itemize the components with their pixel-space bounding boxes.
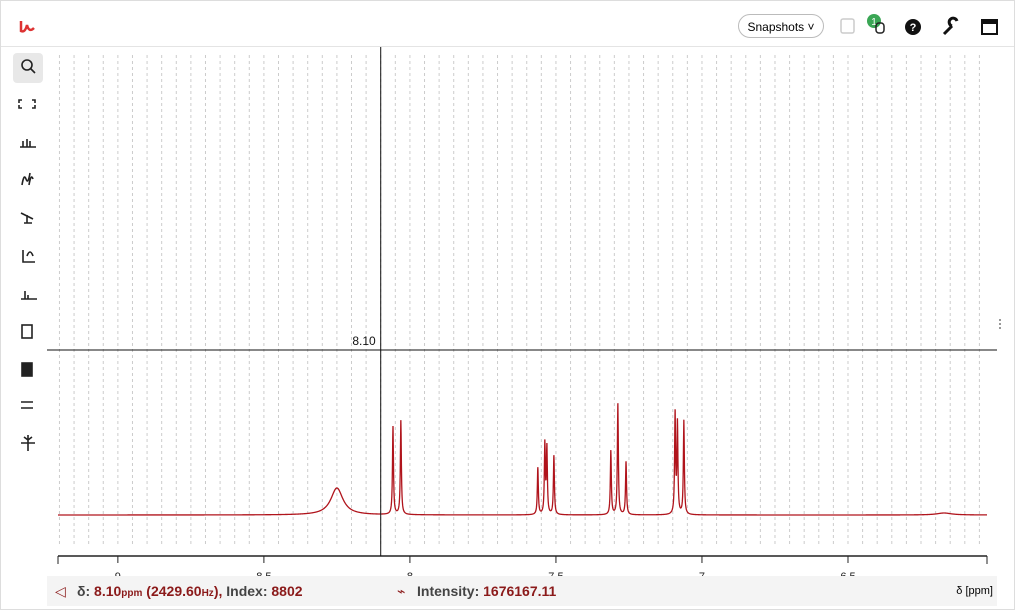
x-tick-label: 8 (407, 571, 413, 576)
x-tick-label: 7.5 (548, 571, 563, 576)
x-tick-label: 6.5 (840, 571, 855, 576)
range-tool[interactable] (21, 401, 33, 409)
logo (19, 21, 35, 33)
position-value: 8802 (271, 583, 303, 599)
position-unit: Hz (201, 588, 214, 599)
zoom-tool[interactable] (21, 59, 33, 71)
settings-icon[interactable] (942, 16, 959, 36)
spectrum-chart: 9 8.5 8 7.5 7 6.5 8.10 (47, 47, 997, 576)
window-bar (982, 20, 997, 24)
position-value: ), (213, 583, 223, 599)
position-readout: δ: 8.10ppm (2429.60Hz), Index: 8802 (77, 576, 303, 609)
multiplet-tool[interactable] (20, 212, 34, 224)
integral-tool[interactable] (21, 172, 34, 186)
spectrum-line (58, 403, 987, 516)
position-value: 8.10 (94, 583, 122, 599)
help-icon[interactable] (905, 19, 921, 35)
snapshots-button[interactable]: Snapshots ˅ (738, 14, 824, 38)
active-tool-bg (13, 53, 43, 83)
help-mark: ? (910, 22, 917, 34)
x-tick-label: 7 (699, 571, 705, 576)
intensity-value: 1676167.11 (483, 583, 557, 599)
x-tick-label: 8.5 (256, 571, 271, 576)
equalize-tool[interactable] (21, 435, 35, 451)
snapshots-label: Snapshots (747, 20, 805, 34)
x-axis-label: δ [ppm] (956, 585, 993, 597)
intensity-icon: ⌁ (397, 583, 406, 599)
cursor-icon: ◁ (55, 583, 66, 599)
import-tool[interactable] (21, 324, 33, 339)
sidebar (13, 53, 43, 451)
badge-count: 1 (871, 17, 877, 28)
toolbar: 1 ? Snapshots ˅ (1, 1, 1014, 47)
position-value: (2429.60 (146, 583, 202, 599)
status-bar: ◁ δ: 8.10ppm (2429.60Hz), Index: 8802 ⌁ … (47, 576, 997, 606)
badge (867, 14, 881, 28)
baseline-tool[interactable] (21, 291, 37, 300)
resize-handle[interactable] (999, 319, 1003, 329)
position-unit: ppm (121, 588, 143, 599)
fit-tool[interactable] (18, 99, 36, 109)
intensity-readout: Intensity: 1676167.11 (417, 576, 556, 606)
crosshair-label: 8.10 (352, 334, 376, 348)
position-label: Index: (226, 583, 268, 599)
toolbar-icons: 1 ? (19, 14, 998, 36)
export-tool[interactable] (21, 362, 33, 377)
phase-tool[interactable] (22, 250, 35, 263)
bug-icon[interactable] (875, 22, 885, 34)
x-tick-label: 9 (115, 571, 121, 576)
position-label: δ: (77, 583, 91, 599)
save-icon[interactable] (840, 18, 855, 34)
intensity-label: Intensity: (417, 583, 480, 599)
peak-tool[interactable] (20, 139, 36, 148)
